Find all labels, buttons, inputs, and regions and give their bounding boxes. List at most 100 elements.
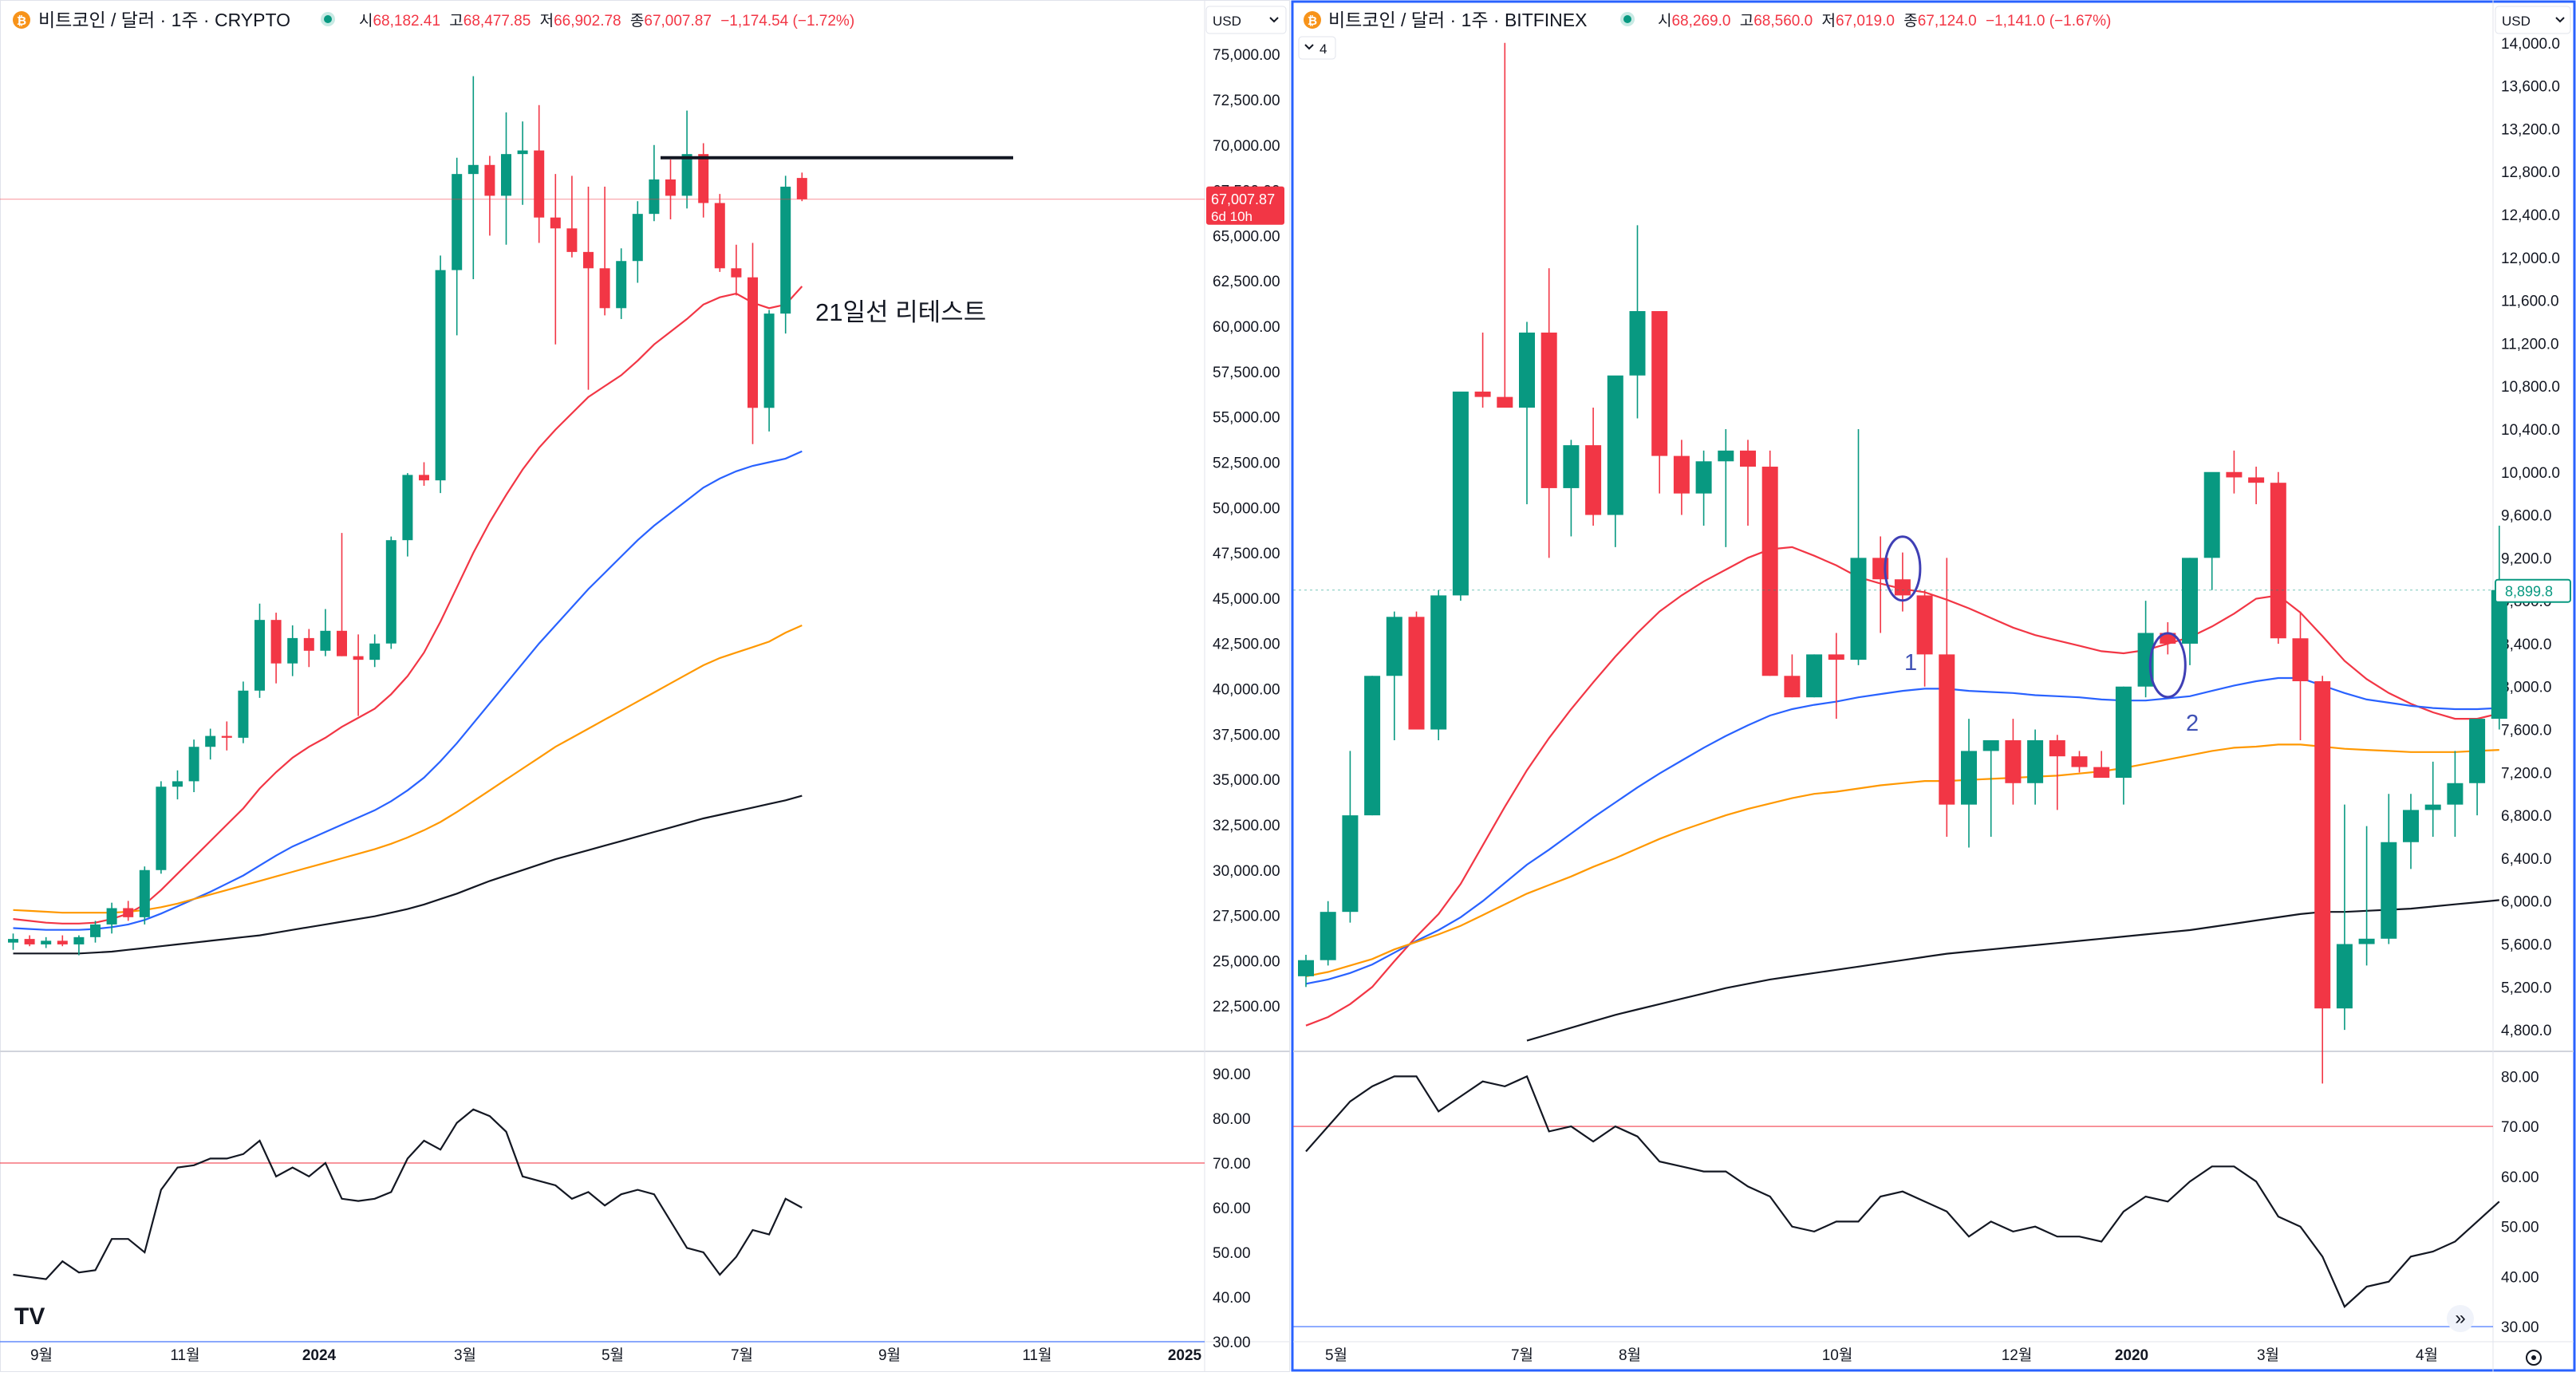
candle[interactable] [1607,375,1623,547]
indicators-collapse-button[interactable]: 4 [1298,36,1336,60]
candle[interactable] [90,921,101,943]
candle[interactable] [435,255,446,494]
candle[interactable] [320,609,331,656]
candle[interactable] [467,76,479,279]
candle[interactable] [2292,611,2309,740]
candle[interactable] [254,603,265,698]
candle[interactable] [2491,526,2507,730]
moving-average-line-4[interactable] [13,794,803,955]
candle[interactable] [1784,654,1801,698]
candle[interactable] [156,781,167,874]
candle[interactable] [24,935,35,947]
candle[interactable] [270,613,282,684]
candle[interactable] [73,935,85,956]
candle[interactable] [2270,471,2286,644]
retest-annotation[interactable]: 21일선 리테스트 [815,298,986,326]
candle[interactable] [1497,42,1513,408]
candle[interactable] [566,175,578,258]
candle[interactable] [649,144,660,222]
candle[interactable] [172,770,183,800]
candle[interactable] [188,739,199,793]
candle[interactable] [731,244,742,296]
candle[interactable] [681,110,692,209]
candle[interactable] [698,143,709,218]
candle[interactable] [1695,450,1712,526]
annotation-number-1[interactable]: 1 [1904,650,1917,676]
right-currency-button[interactable]: USD [2495,6,2571,34]
candle[interactable] [402,473,413,557]
candle[interactable] [2027,729,2044,805]
candle[interactable] [1718,428,1734,547]
candle[interactable] [221,721,232,751]
candle[interactable] [1386,611,1402,740]
right-rsi-chart[interactable]: 30.00 40.00 50.00 60.00 70.00 80.00 [1293,1069,2539,1336]
candle[interactable] [1982,739,1999,838]
last-price-badge[interactable] [2495,578,2571,603]
candle[interactable] [796,172,807,202]
candle[interactable] [369,634,381,668]
candle[interactable] [2049,735,2065,810]
candle[interactable] [1651,311,1668,494]
last-price-badge[interactable] [1206,186,1284,225]
circle-annotation-1[interactable] [1884,535,1922,602]
candle[interactable] [1408,611,1425,730]
rsi-line[interactable] [13,1108,803,1280]
tradingview-logo[interactable]: TV [14,1303,45,1330]
rsi-line[interactable] [1305,1074,2500,1308]
annotation-number-2[interactable]: 2 [2186,711,2199,736]
circle-annotation-2[interactable] [2148,632,2187,699]
candle[interactable] [2093,751,2110,779]
moving-average-line-3[interactable] [1305,743,2499,977]
candle[interactable] [1519,321,1535,505]
candle[interactable] [1320,901,1336,966]
candle[interactable] [2182,558,2198,665]
candle[interactable] [1298,954,1314,988]
candle[interactable] [1563,440,1580,537]
candle[interactable] [1673,440,1690,515]
candle[interactable] [1585,408,1602,526]
candle[interactable] [419,462,429,487]
candle[interactable] [2071,751,2088,773]
candle[interactable] [501,112,511,245]
candle[interactable] [2424,761,2441,838]
left-rsi-chart[interactable]: 30.00 40.00 50.00 60.00 70.00 80.00 90.00 [0,1066,1251,1351]
candle[interactable] [484,156,495,236]
candle[interactable] [1761,450,1778,676]
candle[interactable] [1828,633,1844,720]
right-price-chart[interactable]: 4,800.0 5,200.0 5,600.0 6,000.0 6,400.0 6,800… [1293,36,2571,1364]
candle[interactable] [1740,440,1756,526]
candle[interactable] [1430,589,1447,740]
candle[interactable] [238,681,249,743]
candle[interactable] [763,310,775,432]
candle[interactable] [665,159,676,219]
left-price-chart[interactable]: 22,500.00 25,000.00 27,500.00 30,000.00 32,5… [0,47,1284,1364]
candle[interactable] [1939,558,1955,838]
candle[interactable] [2160,622,2176,655]
candle[interactable] [517,121,528,205]
candle[interactable] [1364,676,1381,816]
candle[interactable] [57,935,68,947]
candle[interactable] [1961,719,1977,848]
candle[interactable] [1474,332,1491,408]
candle[interactable] [714,194,725,272]
candle[interactable] [2403,794,2419,869]
left-symbol-title[interactable]: 비트코인 / 달러 · 1주 · CRYPTO [38,10,290,30]
candle[interactable] [748,242,758,444]
candle[interactable] [1916,589,1933,687]
candle[interactable] [303,629,314,668]
candle[interactable] [1342,751,1359,923]
candle[interactable] [1540,268,1557,558]
candle[interactable] [2005,719,2022,805]
candle[interactable] [534,104,545,243]
candle[interactable] [2469,719,2486,816]
candle[interactable] [337,533,347,656]
candle[interactable] [632,201,643,283]
candle[interactable] [353,634,364,716]
candle[interactable] [2336,804,2353,1031]
candle[interactable] [2381,794,2397,944]
candle[interactable] [287,625,298,676]
candle[interactable] [2203,471,2220,590]
candle[interactable] [2447,751,2464,838]
candle[interactable] [550,174,561,345]
moving-average-line-4[interactable] [1526,899,2499,1042]
